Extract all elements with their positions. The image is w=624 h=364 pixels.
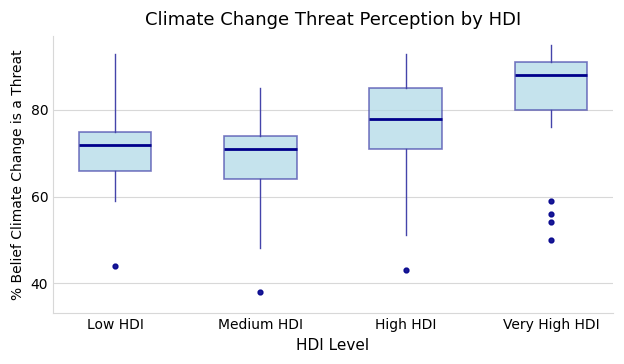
- X-axis label: HDI Level: HDI Level: [296, 338, 369, 353]
- PathPatch shape: [79, 131, 151, 170]
- PathPatch shape: [369, 88, 442, 149]
- PathPatch shape: [515, 62, 587, 110]
- Title: Climate Change Threat Perception by HDI: Climate Change Threat Perception by HDI: [145, 11, 521, 29]
- PathPatch shape: [224, 136, 296, 179]
- Y-axis label: % Belief Climate Change is a Threat: % Belief Climate Change is a Threat: [11, 50, 25, 300]
